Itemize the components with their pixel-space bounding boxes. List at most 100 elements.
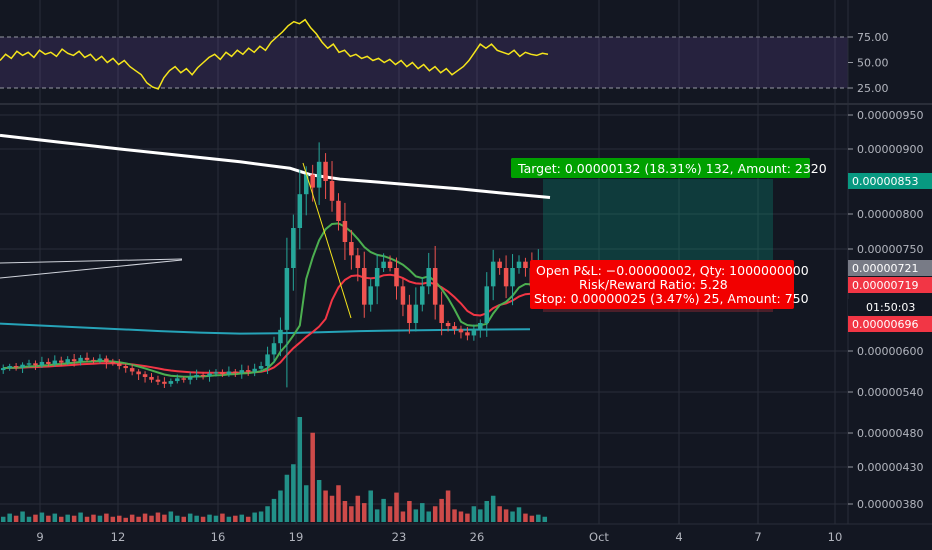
candle-body	[432, 268, 438, 305]
volume-bar	[536, 514, 541, 522]
volume-bar	[20, 511, 25, 522]
drawn-trendlines[interactable]	[0, 162, 352, 319]
volume-bar	[213, 515, 219, 522]
candle-body	[510, 268, 515, 287]
price-axis-labels: 0.00000950 0.00000900 0.00000800 0.00000750…	[848, 109, 923, 511]
volume-bar	[233, 515, 238, 522]
candle-body	[420, 286, 425, 305]
candle-body	[374, 268, 380, 287]
price-tick-label: 0.00000430	[857, 461, 923, 474]
time-tick-label: 4	[675, 530, 682, 544]
candle-body	[136, 371, 141, 375]
candle-body	[149, 376, 154, 380]
time-tick-label: 9	[36, 530, 43, 544]
candle-body	[187, 376, 193, 380]
volume-bar	[323, 490, 328, 522]
price-tick-label: 0.00000800	[857, 208, 923, 221]
time-tick-label: Oct	[589, 530, 609, 544]
volume-bar	[258, 511, 264, 522]
candle-body	[439, 304, 444, 323]
candle-body	[471, 329, 477, 336]
candle-body	[426, 268, 431, 287]
candle-body	[207, 373, 212, 377]
candle-body	[65, 359, 70, 363]
volume-bar	[374, 509, 380, 522]
candle-body	[362, 268, 367, 305]
volume-bar	[187, 513, 193, 522]
volume-bar	[381, 498, 386, 522]
candle-body	[291, 228, 296, 268]
price-tag	[848, 260, 932, 276]
price-tick-label: 0.00000540	[857, 386, 923, 399]
volume-bar	[516, 507, 522, 522]
volume-bar	[175, 515, 180, 522]
candle-body	[155, 379, 161, 382]
volume-bar	[46, 515, 51, 522]
volume-bar	[387, 506, 393, 522]
volume-bar	[226, 516, 232, 522]
candle-body	[452, 326, 457, 330]
price-tick-label: 0.00000750	[857, 243, 923, 256]
price-tag-label: 0.00000719	[852, 279, 918, 292]
candle-body	[465, 332, 470, 336]
candle-body	[78, 357, 83, 362]
candle-body	[20, 364, 25, 368]
candle-body	[91, 359, 96, 361]
price-tag	[848, 173, 932, 189]
volume-bar	[129, 514, 135, 522]
candle-body	[394, 268, 399, 287]
rsi-tick-label: 75.00	[857, 31, 889, 44]
price-tag	[848, 316, 932, 332]
candle-body	[220, 372, 225, 375]
rsi-line	[0, 18, 549, 90]
volume-bar	[97, 515, 103, 522]
volume-bar	[529, 515, 535, 522]
volume-bar	[420, 503, 425, 522]
price-tag-label: 01:50:03	[866, 301, 915, 314]
candle-body	[84, 357, 90, 360]
volume-bar	[65, 514, 70, 522]
volume-bar	[542, 516, 548, 522]
candle-body	[413, 304, 419, 323]
candle-body	[194, 374, 199, 377]
candle-body	[355, 255, 361, 268]
volume-bar	[426, 511, 431, 522]
volume-bar	[26, 516, 32, 522]
time-tick-label: 16	[211, 530, 226, 544]
volume-bar	[13, 515, 19, 522]
candle-body	[26, 363, 32, 365]
rsi-tick-label: 50.00	[857, 57, 889, 70]
volume-bar	[149, 515, 154, 522]
candle-body	[381, 261, 386, 268]
volume-bar	[458, 511, 464, 522]
volume-bar	[71, 515, 77, 522]
moving-average-teal	[0, 322, 531, 335]
candle-body	[368, 286, 373, 305]
candle-body	[297, 194, 303, 228]
candle-body	[400, 286, 406, 305]
candle-body	[271, 343, 277, 355]
volume-bar	[407, 501, 412, 522]
volume-bar	[523, 513, 528, 522]
candle-body	[213, 372, 219, 374]
candle-body	[7, 366, 12, 369]
volume-bar	[368, 490, 373, 522]
volume-bar	[452, 509, 457, 522]
volume-bars	[0, 417, 548, 522]
volume-bar	[58, 516, 64, 522]
price-tick-label: 0.00000380	[857, 498, 923, 511]
volume-bar	[91, 514, 96, 522]
candle-body	[478, 323, 483, 330]
candle-body	[97, 358, 103, 361]
volume-bar	[291, 464, 296, 522]
rsi-pane	[0, 18, 932, 105]
price-tag-label: 0.00000721	[852, 262, 918, 275]
svg-text:Open P&L: −0.00000002, Qty: 10: Open P&L: −0.00000002, Qty: 1000000000	[536, 263, 809, 278]
candle-body	[200, 374, 206, 377]
volume-bar	[465, 513, 470, 522]
candle-body	[458, 329, 464, 333]
time-axis[interactable]: 9 12 16 19 23 26 Oct 4 7 10	[0, 523, 932, 544]
volume-bar	[84, 516, 90, 522]
